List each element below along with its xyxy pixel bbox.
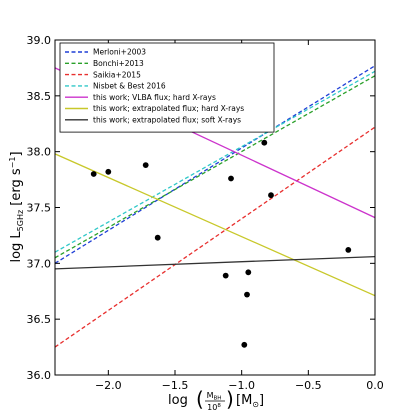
- y-tick-label-3: 37.5: [27, 202, 52, 215]
- series-line-6: [55, 255, 375, 270]
- y-tick-label-1: 36.5: [27, 313, 52, 326]
- legend-label-4: this work; VLBA flux; hard X-rays: [93, 93, 216, 102]
- data-point-0: [90, 171, 97, 177]
- x-tick-label-3: −0.5: [295, 379, 322, 392]
- legend-label-1: Bonchi+2013: [93, 59, 144, 68]
- data-point-8: [245, 269, 252, 276]
- data-point-4: [222, 272, 229, 279]
- y-tick-label-6: 39.0: [27, 34, 52, 47]
- series-line-3: [55, 70, 375, 253]
- x-tick-label-4: 0.0: [366, 379, 384, 392]
- data-point-3: [154, 234, 161, 241]
- x-axis-paren-close: ): [226, 387, 234, 411]
- x-tick-label-2: −1.0: [228, 379, 255, 392]
- x-axis-fraction-denominator: 108: [207, 403, 221, 412]
- data-point-11: [345, 247, 352, 253]
- legend-box: [59, 42, 275, 133]
- x-tick-label-1: −1.5: [162, 379, 189, 392]
- legend-label-3: Nisbet & Best 2016: [93, 82, 166, 91]
- axis-ticks: −2.0 −1.5 −1.0 −0.5 0.0 36.0 36.5 37.0 37.5 38.0 3…: [27, 34, 384, 392]
- x-axis-paren-open: (: [196, 387, 204, 411]
- data-point-9: [261, 139, 268, 146]
- series-line-2: [55, 126, 375, 348]
- data-point-5: [228, 175, 234, 182]
- series-line-0: [55, 65, 375, 264]
- data-point-7: [244, 291, 250, 298]
- y-axis-title: log L5GHz [erg s−1]: [8, 151, 25, 262]
- y-tick-label-0: 36.0: [27, 369, 52, 382]
- data-points: [90, 139, 352, 348]
- series-line-1: [55, 75, 375, 259]
- data-point-2: [142, 162, 149, 169]
- legend-label-5: this work; extrapolated flux; hard X-ray…: [93, 104, 244, 113]
- y-tick-label-4: 38.0: [27, 146, 52, 159]
- legend-label-0: Merloni+2003: [93, 48, 146, 57]
- legend: Merloni+2003 Bonchi+2013 Saikia+2015 Nisbet…: [59, 42, 275, 133]
- x-tick-label-0: −2.0: [95, 379, 122, 392]
- series-line-5: [55, 153, 375, 297]
- x-axis-title: log: [168, 393, 188, 408]
- legend-label-2: Saikia+2015: [93, 70, 141, 79]
- x-axis-fraction-numerator: MBH: [207, 391, 222, 402]
- legend-label-6: this work; extrapolated flux; soft X-ray…: [93, 116, 241, 125]
- y-tick-label-2: 37.0: [27, 257, 52, 270]
- x-axis-unit: [M⊙]: [236, 393, 264, 409]
- data-point-6: [241, 341, 248, 348]
- data-point-10: [268, 192, 274, 199]
- y-tick-label-5: 38.5: [27, 90, 52, 103]
- data-point-1: [105, 168, 112, 175]
